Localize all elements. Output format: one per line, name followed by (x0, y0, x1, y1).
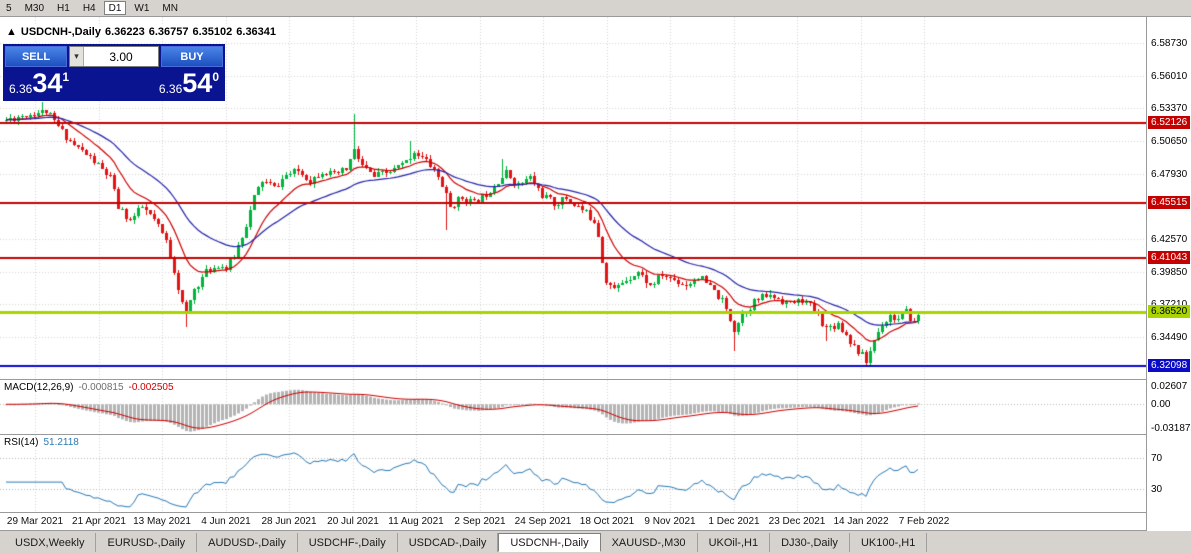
rsi-axis-level: 70 (1151, 453, 1163, 464)
sell-button[interactable]: SELL (5, 46, 67, 67)
timeframe-button-h1[interactable]: H1 (57, 3, 70, 14)
chart-tab-uk100-h1[interactable]: UK100-,H1 (850, 533, 928, 552)
macd-name: MACD(12,26,9) (4, 382, 74, 393)
macd-axis-min: -0.031872 (1151, 423, 1191, 434)
buy-price-prefix: 6.36 (158, 82, 183, 96)
time-axis-label: 24 Sep 2021 (514, 516, 572, 527)
macd-indicator-canvas[interactable] (0, 380, 1146, 434)
timeframe-button-5[interactable]: 5 (6, 3, 12, 14)
sell-price-pips: 34 (32, 68, 63, 98)
price-level-label-support: 6.32098 (1148, 359, 1190, 372)
price-axis-tick: 6.47930 (1151, 169, 1188, 180)
chart-window: ▲ USDCNH-,Daily 6.36223 6.36757 6.35102 6.363… (0, 16, 1191, 531)
chart-tab-audusd-daily[interactable]: AUDUSD-,Daily (197, 533, 298, 552)
chart-symbol-label: USDCNH-,Daily (20, 26, 101, 38)
ohlc-open: 6.36223 (104, 26, 145, 38)
volume-input[interactable]: 3.00 (109, 49, 133, 64)
rsi-indicator-canvas[interactable] (0, 435, 1146, 512)
time-axis-label: 1 Dec 2021 (708, 516, 760, 527)
macd-label: MACD(12,26,9) -0.000815 -0.002505 (4, 382, 174, 393)
buy-price-point: 0 (212, 70, 219, 84)
sell-price-point: 1 (62, 70, 70, 84)
one-click-trade-panel: SELL ▾ 3.00 BUY 6.36 34 1 6.36 54 0 (3, 44, 225, 101)
price-axis-tick: 6.50650 (1151, 136, 1188, 147)
ohlc-close: 6.36341 (236, 26, 277, 38)
buy-price[interactable]: 6.36 54 0 (159, 70, 219, 99)
sell-price[interactable]: 6.36 34 1 (9, 70, 69, 99)
chart-ohlc-header: ▲ USDCNH-,Daily 6.36223 6.36757 6.35102 6.363… (3, 26, 284, 38)
price-axis-tick: 6.34490 (1151, 332, 1188, 343)
sell-price-prefix: 6.36 (9, 82, 33, 96)
ohlc-high: 6.36757 (148, 26, 189, 38)
buy-button[interactable]: BUY (161, 46, 223, 67)
time-axis-label: 13 May 2021 (133, 516, 191, 527)
time-axis[interactable]: 29 Mar 2021 21 Apr 2021 13 May 2021 4 Jun 2… (0, 512, 1146, 531)
price-level-label-resistance: 6.52126 (1148, 116, 1190, 129)
rsi-value: 51.2118 (43, 437, 79, 448)
time-axis-label: 2 Sep 2021 (454, 516, 506, 527)
volume-group: ▾ 3.00 (69, 46, 159, 67)
time-axis-label: 21 Apr 2021 (72, 516, 126, 527)
ohlc-low: 6.35102 (192, 26, 233, 38)
rsi-axis-level: 30 (1151, 484, 1163, 495)
chart-tab-usdx-weekly[interactable]: USDX,Weekly (4, 533, 97, 552)
chart-tab-usdcad-daily[interactable]: USDCAD-,Daily (398, 533, 499, 552)
timeframe-button-d1[interactable]: D1 (103, 1, 127, 15)
price-axis[interactable]: 6.58730 6.56010 6.53370 6.50650 6.47930 6.425… (1146, 17, 1191, 531)
macd-axis-zero: 0.00 (1151, 399, 1171, 410)
price-level-label-current-price: 6.36520 (1148, 305, 1190, 318)
macd-signal-value: -0.002505 (128, 382, 174, 393)
timeframe-button-h4[interactable]: H4 (82, 3, 96, 14)
volume-dropdown-icon[interactable]: ▾ (70, 47, 84, 66)
macd-axis-max: 0.02607 (1151, 381, 1188, 392)
timeframe-toolbar: 5 M30 H1 H4 D1 W1 MN (0, 0, 1191, 16)
chart-tab-usdchf-daily[interactable]: USDCHF-,Daily (298, 533, 398, 552)
price-level-label-resistance: 6.41043 (1148, 251, 1190, 264)
collapse-triangle-icon[interactable]: ▲ (6, 26, 17, 38)
price-axis-tick: 6.39850 (1151, 267, 1188, 278)
time-axis-label: 7 Feb 2022 (898, 516, 950, 527)
price-axis-tick: 6.53370 (1151, 103, 1188, 114)
rsi-pane-divider[interactable] (0, 434, 1191, 435)
time-axis-label: 14 Jan 2022 (833, 516, 889, 527)
rsi-label: RSI(14) 51.2118 (4, 437, 79, 448)
buy-price-pips: 54 (182, 68, 213, 98)
macd-main-value: -0.000815 (78, 382, 124, 393)
price-axis-tick: 6.56010 (1151, 71, 1188, 82)
rsi-name: RSI(14) (4, 437, 39, 448)
macd-pane-divider[interactable] (0, 379, 1191, 380)
price-axis-tick: 6.37210 (1151, 299, 1187, 310)
timeframe-button-mn[interactable]: MN (162, 3, 178, 14)
price-level-label-resistance: 6.45515 (1148, 196, 1190, 209)
chart-tab-usdcnh-daily[interactable]: USDCNH-,Daily (498, 533, 601, 552)
time-axis-label: 11 Aug 2021 (388, 516, 444, 527)
price-axis-tick: 6.58730 (1151, 38, 1188, 49)
chart-tab-dj30-daily[interactable]: DJ30-,Daily (770, 533, 850, 552)
time-axis-label: 20 Jul 2021 (327, 516, 379, 527)
chart-tab-ukoil-h1[interactable]: UKOil-,H1 (698, 533, 771, 552)
chart-tab-eurusd-daily[interactable]: EURUSD-,Daily (96, 533, 198, 552)
price-axis-tick: 6.42570 (1151, 234, 1188, 245)
chart-tab-bar: USDX,Weekly EURUSD-,Daily AUDUSD-,Daily USD… (0, 530, 1191, 554)
time-axis-label: 23 Dec 2021 (768, 516, 826, 527)
time-axis-label: 29 Mar 2021 (6, 516, 64, 527)
time-axis-label: 18 Oct 2021 (579, 516, 635, 527)
timeframe-button-w1[interactable]: W1 (134, 3, 150, 14)
time-axis-label: 9 Nov 2021 (644, 516, 696, 527)
timeframe-button-m30[interactable]: M30 (24, 3, 45, 14)
time-axis-label: 28 Jun 2021 (261, 516, 317, 527)
chart-tab-xauusd-m30[interactable]: XAUUSD-,M30 (601, 533, 698, 552)
time-axis-label: 4 Jun 2021 (201, 516, 251, 527)
